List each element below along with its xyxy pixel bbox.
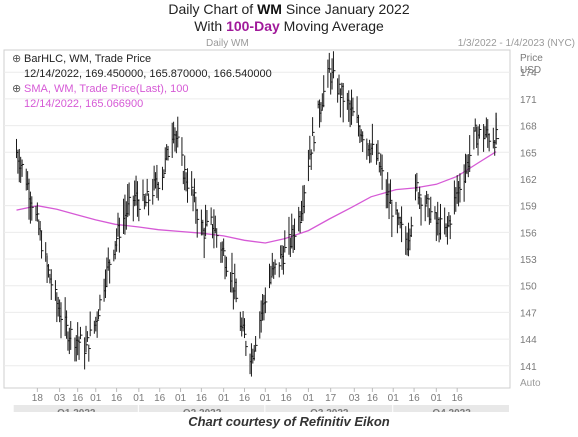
y-tick-label: 168 [520,122,537,133]
legend-sma-values: 12/14/2022, 165.066900 [24,98,143,110]
x-tick-label: 01 [175,393,187,404]
x-tick-label: 16 [367,393,379,404]
x-tick-label: 03 [54,393,66,404]
sma-line [16,151,497,244]
legend-sma-marker: ⊕ [12,83,21,95]
x-tick-label: 01 [388,393,400,404]
x-tick-label: 01 [303,393,315,404]
legend-bar-series: BarHLC, WM, Trade Price [24,53,151,65]
legend-bar-values: 12/14/2022, 169.450000, 165.870000, 166.… [24,68,272,80]
currency-axis-label: USD [520,65,541,76]
x-tick-label: 16 [239,393,251,404]
x-tick-label: 17 [325,393,337,404]
chart-date-range: 1/3/2022 - 1/4/2023 (NYC) [458,38,575,49]
quarter-band [138,405,265,412]
x-tick-label: 16 [409,393,421,404]
x-tick-label: 01 [133,393,145,404]
x-tick-label: 16 [154,393,166,404]
y-tick-label: 150 [520,282,537,293]
x-tick-label: 01 [260,393,272,404]
x-tick-label: 18 [32,393,44,404]
x-tick-label: 16 [452,393,464,404]
x-tick-label: 01 [431,393,443,404]
legend: ⊕ BarHLC, WM, Trade Price 12/14/2022, 16… [12,53,272,110]
quarter-band [393,405,509,412]
x-tick-label: 01 [218,393,230,404]
y-tick-label: 147 [520,308,537,319]
y-tick-label: 159 [520,202,537,213]
x-tick-label: 16 [281,393,293,404]
quarter-band [13,405,138,412]
price-axis-label: Price [520,53,543,64]
y-tick-label: 162 [520,175,537,186]
quarter-band [265,405,393,412]
x-quarter-label: Q3 2022 [310,408,349,412]
x-tick-label: 03 [349,393,361,404]
y-tick-label: 171 [520,95,537,106]
price-chart: 141 144 147 150 153 156 159 162 165 168 171 174 18 0… [3,38,575,412]
chart-name: Daily WM [206,38,249,49]
y-tick-label: 165 [520,148,537,159]
y-tick-label: 153 [520,255,537,266]
legend-bar-marker: ⊕ [12,53,21,65]
chart-title-line1: Daily Chart of WM Since January 2022 [168,1,410,17]
y-tick-label: 174 [520,68,537,79]
chart-title-line2: With 100-Day Moving Average [194,18,384,34]
x-quarter-label: Q2 2022 [183,408,222,412]
x-tick-label: 01 [90,393,102,404]
x-tick-label: 16 [196,393,208,404]
x-tick-label: 16 [72,393,84,404]
legend-sma-series: SMA, WM, Trade Price(Last), 100 [24,83,188,95]
chart-caption: Chart courtesy of Refinitiv Eikon [188,414,390,429]
y-tick-label: 156 [520,228,537,239]
y-tick-label: 144 [520,335,537,346]
y-tick-label: 141 [520,362,537,373]
x-quarter-label: Q1 2022 [57,408,96,412]
x-tick-label: 16 [111,393,123,404]
auto-scale-button[interactable]: Auto [520,378,541,389]
x-quarter-label: Q4 2022 [432,408,471,412]
